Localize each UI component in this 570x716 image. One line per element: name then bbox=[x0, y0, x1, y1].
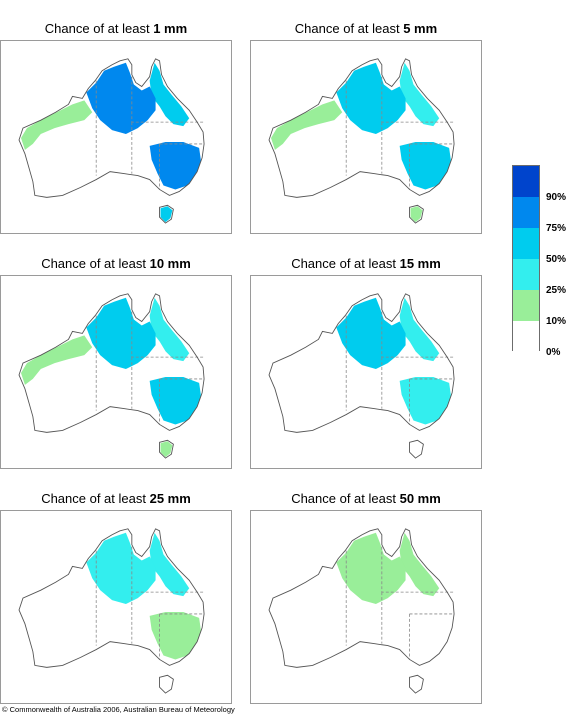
threshold-label: 50 mm bbox=[399, 491, 441, 506]
map-panel-25mm bbox=[0, 510, 232, 704]
tasmania-landmass bbox=[159, 675, 174, 694]
threshold-label: 25 mm bbox=[149, 491, 191, 506]
rain-probability-area-west bbox=[20, 100, 93, 150]
coastline bbox=[18, 528, 205, 668]
legend-swatch bbox=[513, 259, 539, 290]
legend-swatch bbox=[513, 166, 539, 197]
legend-label-90: 90% bbox=[546, 192, 567, 203]
legend-label-25: 25% bbox=[546, 285, 567, 296]
australia-map bbox=[18, 58, 205, 224]
rain-probability-area-east bbox=[399, 532, 440, 597]
rain-probability-area-north bbox=[86, 532, 156, 605]
coastline bbox=[159, 674, 174, 694]
rain-probability-area-se bbox=[149, 376, 202, 425]
map-panel-10mm bbox=[0, 275, 232, 469]
map-title-1mm: Chance of at least 1 mm bbox=[44, 21, 188, 36]
threshold-label: 15 mm bbox=[399, 256, 441, 271]
rain-probability-area-east bbox=[399, 62, 440, 127]
legend-swatch bbox=[513, 228, 539, 259]
rain-probability-area-north bbox=[86, 62, 156, 135]
coastline bbox=[268, 528, 455, 668]
coastline bbox=[409, 674, 424, 694]
rain-probability-area-tas bbox=[160, 206, 173, 223]
legend-swatch bbox=[513, 197, 539, 228]
rain-probability-area-se bbox=[399, 376, 452, 425]
rain-probability-area-se bbox=[149, 141, 202, 190]
rain-probability-area-se bbox=[149, 611, 202, 660]
rain-probability-area-tas bbox=[410, 206, 423, 223]
australia-map bbox=[268, 528, 455, 694]
map-panel-50mm bbox=[250, 510, 482, 704]
legend-colorbar bbox=[512, 165, 540, 352]
legend-label-0: 0% bbox=[546, 347, 561, 358]
legend-label-50: 50% bbox=[546, 254, 567, 265]
threshold-label: 5 mm bbox=[403, 21, 438, 36]
coastline bbox=[409, 204, 424, 224]
rain-probability-area-east bbox=[399, 297, 440, 362]
threshold-label: 10 mm bbox=[149, 256, 191, 271]
map-title-15mm: Chance of at least 15 mm bbox=[291, 256, 441, 271]
australia-map bbox=[18, 293, 205, 459]
rain-probability-area-north bbox=[86, 297, 156, 370]
rain-probability-area-east bbox=[149, 297, 190, 362]
coastline bbox=[18, 58, 205, 198]
coastline bbox=[159, 439, 174, 459]
copyright-notice: © Commonwealth of Australia 2006, Austra… bbox=[2, 705, 235, 714]
state-border bbox=[131, 311, 205, 358]
map-panel-1mm bbox=[0, 40, 232, 234]
tasmania-landmass bbox=[409, 440, 424, 459]
map-title-5mm: Chance of at least 5 mm bbox=[294, 21, 438, 36]
map-title-50mm: Chance of at least 50 mm bbox=[291, 491, 441, 506]
legend-label-75: 75% bbox=[546, 223, 567, 234]
rain-probability-area-north bbox=[336, 297, 406, 370]
map-panel-5mm bbox=[250, 40, 482, 234]
map-title-25mm: Chance of at least 25 mm bbox=[41, 491, 191, 506]
tasmania-landmass bbox=[409, 675, 424, 694]
australia-map bbox=[18, 528, 205, 694]
legend-swatch bbox=[513, 321, 539, 352]
threshold-label: 1 mm bbox=[153, 21, 188, 36]
rain-probability-area-north bbox=[336, 62, 406, 135]
rain-probability-area-east bbox=[149, 62, 190, 127]
rain-probability-area-west bbox=[270, 100, 343, 150]
coastline bbox=[409, 439, 424, 459]
australia-map bbox=[268, 293, 455, 459]
state-border bbox=[381, 311, 455, 358]
rain-probability-area-north bbox=[336, 532, 406, 605]
legend-label-10: 10% bbox=[546, 316, 567, 327]
coastline bbox=[159, 204, 174, 224]
coastline bbox=[18, 293, 205, 433]
map-panel-15mm bbox=[250, 275, 482, 469]
legend-swatch bbox=[513, 290, 539, 321]
coastline bbox=[268, 58, 455, 198]
rain-probability-area-west bbox=[20, 335, 93, 385]
rain-probability-area-se bbox=[399, 141, 452, 190]
rain-probability-area-east bbox=[149, 532, 190, 597]
coastline bbox=[268, 293, 455, 433]
australia-map bbox=[268, 58, 455, 224]
map-title-10mm: Chance of at least 10 mm bbox=[41, 256, 191, 271]
rain-probability-area-tas bbox=[160, 441, 173, 458]
